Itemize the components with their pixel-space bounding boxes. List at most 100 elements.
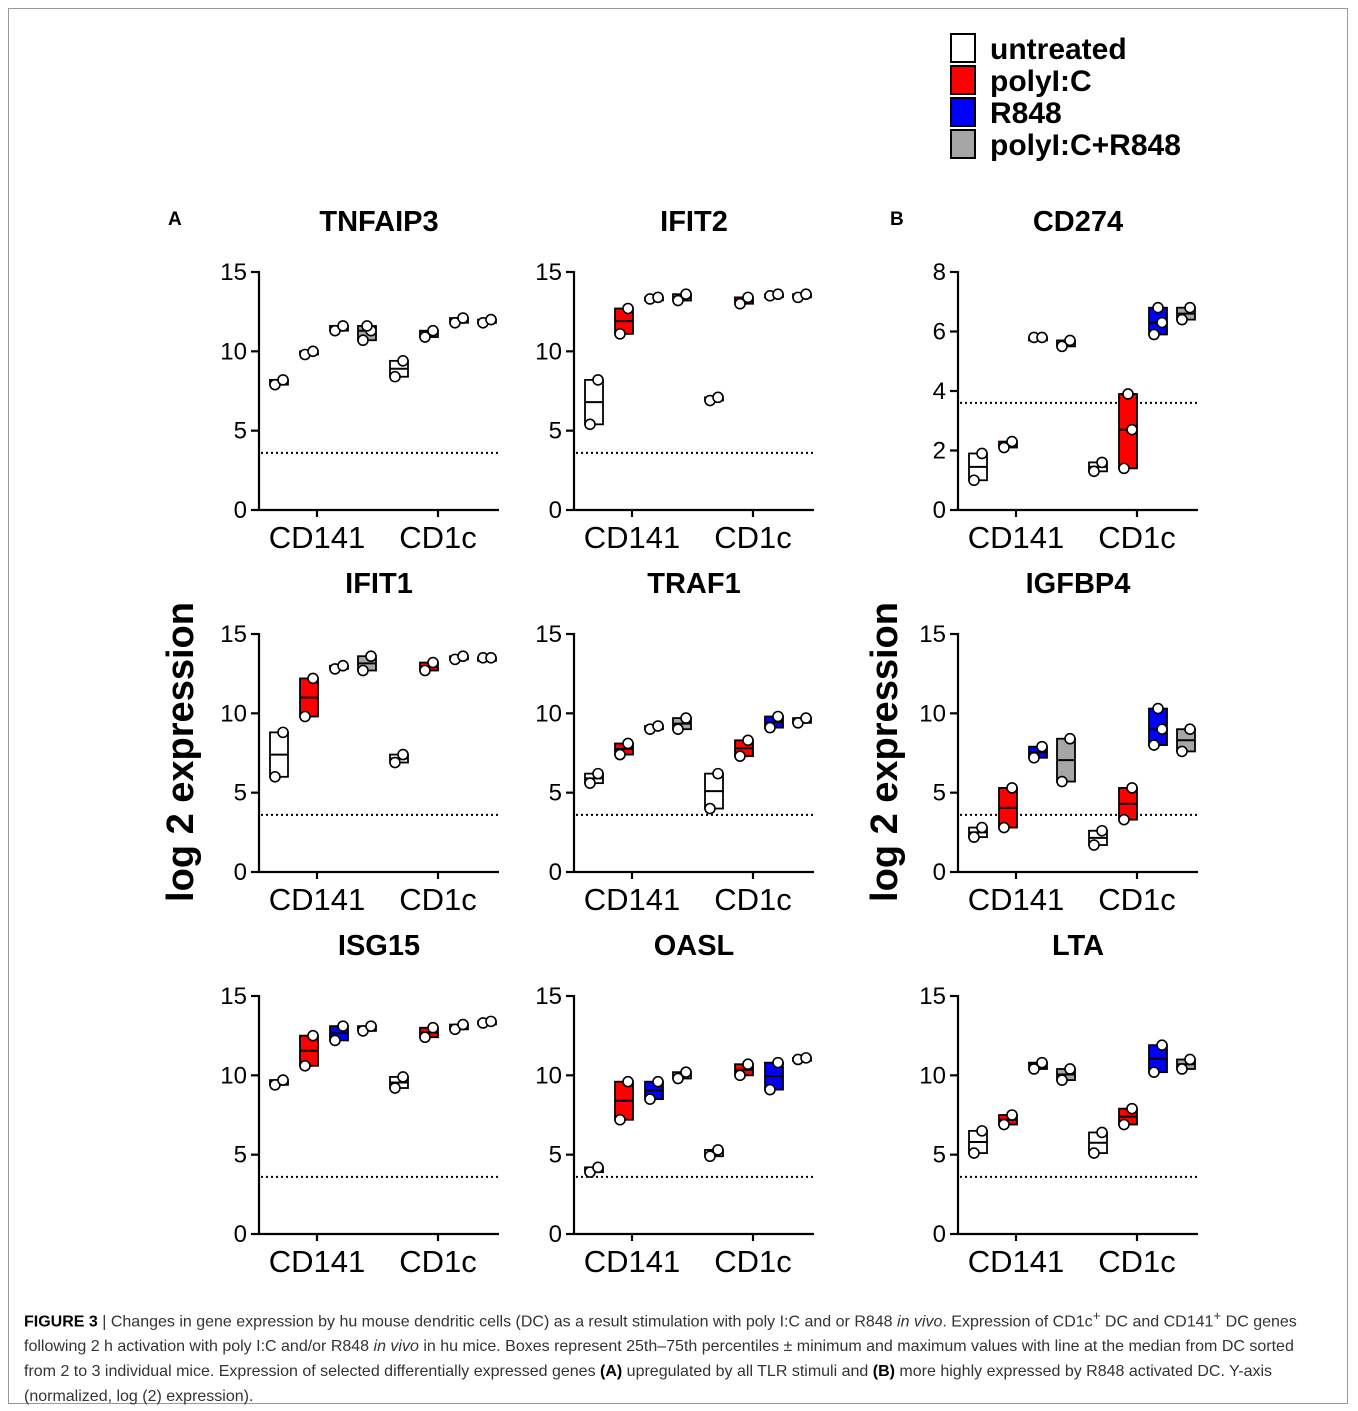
data-point — [307, 1029, 319, 1042]
data-point — [1064, 334, 1076, 347]
chart-panel-traf1: TRAF1 0 5 10 15 CD141 CD1c — [535, 568, 814, 917]
y-tick-label: 15 — [220, 621, 247, 648]
x-tick-label: CD1c — [714, 882, 792, 917]
chart-title: CD274 — [1033, 206, 1123, 238]
y-tick-label: 10 — [220, 338, 247, 365]
data-point — [800, 712, 812, 724]
data-point — [614, 748, 626, 761]
y-tick-label: 15 — [220, 983, 247, 1010]
data-point — [1118, 813, 1130, 826]
data-point — [1064, 732, 1076, 745]
data-point — [976, 1125, 988, 1137]
data-point — [1156, 723, 1168, 736]
caption-italic-1: in vivo — [897, 1313, 943, 1331]
data-point — [584, 418, 596, 431]
data-point — [1148, 739, 1160, 751]
y-tick-label: 10 — [535, 700, 562, 727]
data-point — [1176, 745, 1188, 758]
y-tick-label: 15 — [919, 983, 946, 1010]
caption-italic-2: in vivo — [373, 1338, 419, 1356]
data-point — [1028, 751, 1040, 764]
data-point — [457, 312, 469, 324]
x-tick-label: CD141 — [584, 520, 681, 555]
chart-title: IFIT2 — [660, 206, 728, 238]
data-point — [357, 664, 369, 677]
data-point — [680, 1066, 692, 1078]
data-point — [712, 1144, 724, 1156]
y-tick-label: 5 — [549, 780, 562, 807]
data-point — [704, 1150, 716, 1163]
legend-swatch-1 — [950, 65, 976, 95]
data-point — [680, 712, 692, 724]
data-point — [299, 1060, 311, 1072]
data-point — [764, 721, 776, 734]
figure-caption: FIGURE 3 | Changes in gene expression by… — [24, 1303, 1324, 1409]
data-point — [742, 734, 754, 747]
chart-title: LTA — [1052, 930, 1104, 962]
chart-title: TNFAIP3 — [319, 206, 438, 238]
data-point — [1056, 775, 1068, 788]
data-point — [457, 650, 469, 663]
data-point — [1006, 1109, 1018, 1121]
data-point — [397, 355, 409, 367]
data-point — [389, 1082, 401, 1094]
data-point — [622, 737, 634, 750]
data-point — [1122, 388, 1134, 400]
y-tick-label: 4 — [933, 378, 946, 405]
y-tick-label: 10 — [919, 700, 946, 727]
data-point — [712, 767, 724, 780]
y-tick-label: 15 — [535, 983, 562, 1010]
data-point — [1118, 1118, 1130, 1131]
data-point — [800, 288, 812, 301]
y-tick-label: 10 — [919, 1062, 946, 1089]
data-point — [622, 1075, 634, 1088]
data-point — [1184, 1053, 1196, 1066]
chart-panel-igfbp4: IGFBP4 0 5 10 15 CD141 CD1c — [919, 568, 1198, 917]
data-point — [592, 374, 604, 386]
data-point — [457, 1018, 469, 1031]
y-tick-label: 0 — [549, 1221, 562, 1248]
data-point — [1088, 465, 1100, 478]
data-point — [968, 1147, 980, 1159]
chart-title: IFIT1 — [345, 568, 413, 600]
data-point — [734, 1069, 746, 1082]
x-tick-label: CD141 — [269, 882, 366, 917]
y-tick-label: 0 — [549, 859, 562, 886]
data-point — [365, 1020, 377, 1032]
data-point — [1126, 1102, 1138, 1115]
y-tick-label: 5 — [933, 780, 946, 807]
chart-title: TRAF1 — [647, 568, 740, 600]
y-tick-label: 0 — [234, 859, 247, 886]
y-tick-label: 0 — [933, 859, 946, 886]
chart-title: OASL — [654, 930, 735, 962]
data-point — [742, 1058, 754, 1071]
data-point — [968, 474, 980, 487]
caption-sup-1: + — [1092, 1308, 1101, 1323]
data-point — [1184, 723, 1196, 736]
data-point — [389, 370, 401, 383]
data-point — [712, 391, 724, 404]
data-point — [1152, 301, 1164, 314]
data-point — [397, 748, 409, 761]
chart-panel-isg15: ISG15 0 5 10 15 CD141 CD1c — [220, 930, 499, 1279]
y-tick-label: 0 — [933, 1221, 946, 1248]
data-point — [1036, 331, 1048, 344]
y-tick-label: 2 — [933, 438, 946, 465]
data-point — [772, 1056, 784, 1069]
data-point — [672, 1072, 684, 1085]
caption-bold-a: (A) — [600, 1363, 623, 1381]
data-point — [998, 821, 1010, 834]
chart-title: ISG15 — [338, 930, 420, 962]
caption-separator: | — [97, 1313, 111, 1331]
data-point — [1088, 839, 1100, 851]
legend-label-1: polyI:C — [990, 65, 1092, 98]
data-point — [1056, 340, 1068, 353]
x-tick-label: CD1c — [399, 520, 477, 555]
data-point — [427, 656, 439, 669]
data-point — [968, 831, 980, 843]
data-point — [357, 334, 369, 347]
data-point — [584, 777, 596, 789]
data-point — [427, 324, 439, 337]
data-point — [644, 1093, 656, 1105]
x-tick-label: CD141 — [968, 1244, 1065, 1279]
